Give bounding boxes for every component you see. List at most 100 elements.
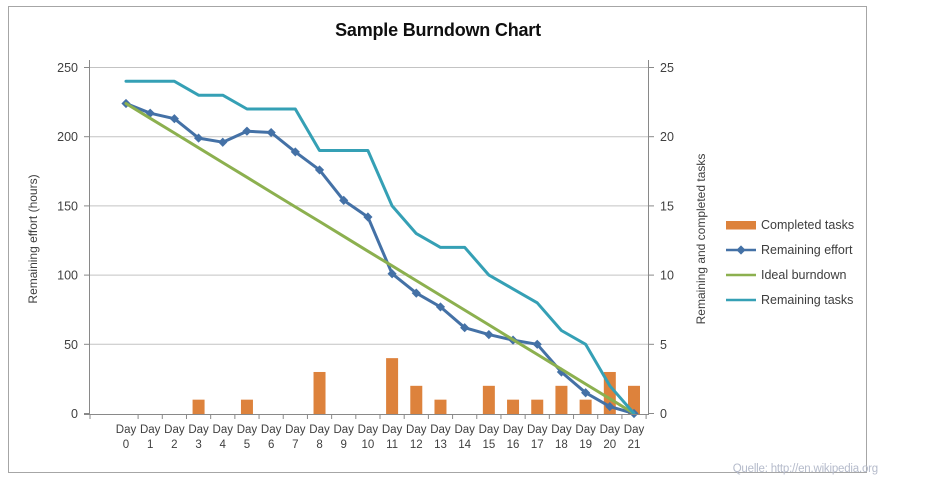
x-tick-label: 16	[507, 439, 520, 451]
legend-item-completed-tasks: Completed tasks	[726, 212, 876, 237]
x-tick-label: 7	[292, 439, 298, 451]
x-tick-label: Day	[479, 424, 500, 436]
x-tick-label: Day	[261, 424, 282, 436]
marker-diamond	[387, 269, 397, 279]
x-tick-label: Day	[551, 424, 572, 436]
x-tick-label: Day	[406, 424, 427, 436]
x-tick-label: 0	[123, 439, 129, 451]
bar-completed-tasks	[531, 399, 544, 414]
bar-completed-tasks	[313, 371, 326, 414]
marker-diamond	[605, 401, 615, 412]
marker-diamond	[218, 137, 228, 147]
legend: Completed tasks Remaining effort Ideal bur…	[726, 212, 876, 312]
x-tick-label: Day	[213, 424, 234, 436]
marker-diamond	[532, 339, 542, 349]
bar-completed-tasks	[482, 385, 495, 414]
x-tick-label: Day	[527, 424, 548, 436]
bar-completed-tasks	[579, 399, 592, 414]
series-line-remaining-tasks	[124, 79, 636, 415]
x-tick-label: Day	[624, 424, 645, 436]
x-tick-label: 18	[555, 439, 568, 451]
x-tick-label: Day	[575, 424, 596, 436]
left-axis-tick-label: 0	[71, 407, 78, 421]
x-tick-label: Day	[600, 424, 621, 436]
legend-label: Remaining tasks	[761, 292, 854, 307]
marker-diamond	[242, 126, 252, 136]
legend-swatch-line-diamond	[726, 244, 757, 256]
x-tick-label: Day	[237, 424, 258, 436]
bar-completed-tasks	[386, 358, 399, 414]
x-tick-label: Day	[140, 424, 161, 436]
marker-diamond	[460, 323, 470, 333]
x-tick-label: 13	[434, 439, 447, 451]
legend-swatch-line	[726, 294, 757, 306]
marker-diamond	[314, 165, 325, 175]
x-tick-label: 3	[195, 439, 201, 451]
bar-completed-tasks	[628, 385, 641, 414]
marker-diamond	[435, 302, 446, 312]
x-tick-label: 10	[362, 439, 375, 451]
bar-completed-tasks	[192, 399, 205, 414]
x-tick-label: 20	[603, 439, 616, 451]
x-tick-label: Day	[454, 424, 475, 436]
left-axis-tick-label: 100	[57, 269, 78, 283]
right-axis-tick-label: 25	[660, 61, 674, 75]
x-tick-label: 19	[579, 439, 592, 451]
x-tick-label: 2	[171, 439, 177, 451]
x-tick-label: 11	[386, 439, 398, 451]
bar-completed-tasks	[555, 385, 568, 414]
marker-diamond	[290, 147, 300, 157]
marker-diamond	[266, 127, 276, 138]
chart-title: Sample Burndown Chart	[335, 20, 541, 40]
legend-swatch-bar	[726, 220, 757, 230]
bar-completed-tasks	[410, 385, 423, 414]
left-axis-tick-label: 50	[64, 338, 78, 352]
x-tick-label: 4	[220, 439, 227, 451]
marker-diamond	[339, 195, 349, 205]
bar-completed-tasks	[507, 399, 520, 414]
source-note: Quelle: http://en.wikipedia.org	[732, 463, 879, 475]
x-tick-label: Day	[503, 424, 524, 436]
legend-swatch-line	[726, 269, 757, 281]
legend-item-remaining-effort: Remaining effort	[726, 237, 876, 262]
x-tick-label: 21	[628, 439, 641, 451]
marker-diamond	[169, 114, 179, 124]
x-tick-label: Day	[358, 424, 379, 436]
figure-border-box	[8, 6, 867, 473]
marker-diamond	[363, 212, 373, 222]
right-axis-title: Remaining and completed tasks	[694, 153, 708, 325]
left-axis-title: Remaining effort (hours)	[26, 174, 40, 304]
right-axis-tick-label: 10	[660, 269, 674, 283]
x-tick-label: 14	[458, 439, 471, 451]
marker-diamond	[581, 388, 591, 398]
x-tick-label: 5	[244, 439, 250, 451]
legend-label: Completed tasks	[761, 217, 855, 232]
series-line-remaining-effort	[124, 102, 636, 415]
x-tick-label: 17	[531, 439, 544, 451]
x-tick-label: Day	[164, 424, 185, 436]
right-axis-tick-label: 0	[660, 407, 667, 421]
x-tick-label: 6	[268, 439, 274, 451]
x-tick-label: 12	[410, 439, 423, 451]
marker-diamond	[411, 288, 421, 298]
legend-item-remaining-tasks: Remaining tasks	[726, 287, 876, 312]
x-tick-label: 15	[482, 439, 495, 451]
x-tick-label: Day	[188, 424, 209, 436]
x-tick-label: 1	[147, 439, 153, 451]
series-line-ideal-burndown	[124, 102, 636, 415]
bar-completed-tasks	[240, 399, 253, 414]
x-tick-label: 8	[316, 439, 322, 451]
legend-label: Remaining effort	[761, 242, 853, 257]
legend-item-ideal-burndown: Ideal burndown	[726, 262, 876, 287]
marker-diamond	[556, 367, 567, 377]
left-axis-tick-label: 250	[57, 61, 78, 75]
x-tick-label: Day	[430, 424, 451, 436]
right-axis-tick-label: 20	[660, 130, 674, 144]
bar-completed-tasks	[434, 399, 447, 414]
right-axis-tick-label: 5	[660, 338, 667, 352]
left-axis-tick-label: 200	[57, 130, 78, 144]
x-tick-label: Day	[116, 424, 137, 436]
x-tick-label: 9	[341, 439, 347, 451]
